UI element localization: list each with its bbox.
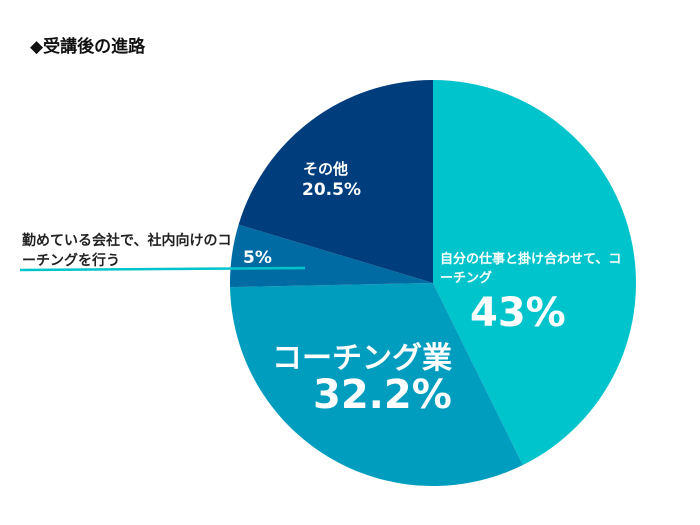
slice-0-name: 自分の仕事と掛け合わせて、コーチング (440, 252, 622, 286)
slice-name-3: その他 (303, 160, 349, 178)
slice-value-1: 32.2% (313, 372, 452, 418)
pie-slice-1 (230, 283, 523, 486)
pie-slice-2 (230, 224, 433, 288)
slice-name-2: 勤めている会社で、社内向けのコーチングを行う (22, 233, 232, 269)
slice-value-0: 43% (470, 290, 566, 336)
slice-value-3: 20.5% (302, 180, 361, 200)
pie-slice-3 (238, 80, 433, 283)
slice-label-0: 自分の仕事と掛け合わせて、コーチング (440, 250, 630, 288)
slice-value-2: 5% (243, 248, 272, 268)
leader-line (19, 266, 306, 272)
pie-slice-0 (433, 80, 636, 466)
slice-name-1: コーチング業 (272, 341, 452, 376)
chart-title: ◆受講後の進路 (30, 37, 146, 57)
